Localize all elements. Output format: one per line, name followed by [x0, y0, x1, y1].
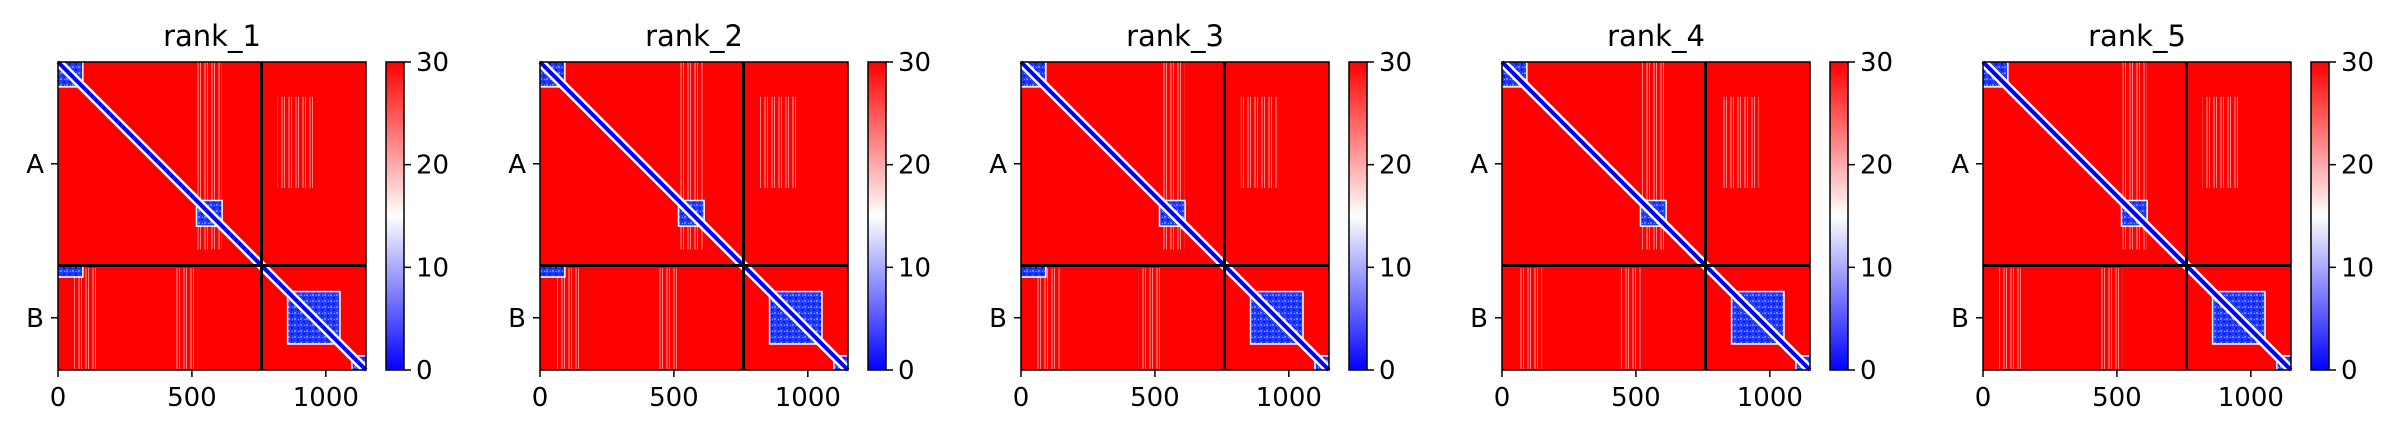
stripe-region: [2202, 96, 2241, 188]
stripe-region: [657, 268, 680, 370]
heatmap-striping: [556, 62, 798, 370]
y-tick-label: B: [1470, 304, 1488, 334]
y-tick-label: B: [508, 304, 526, 334]
stripe-region: [1721, 96, 1760, 188]
colorbar-tick-label: 10: [1379, 253, 1412, 283]
x-tick-label: 0: [532, 383, 549, 413]
stripe-region: [1518, 268, 1543, 370]
panel-title: rank_3: [1126, 19, 1224, 53]
colorbar-tick-label: 30: [416, 48, 449, 78]
axes-frame: [57, 61, 367, 371]
y-tick-label: A: [989, 150, 1007, 180]
low-error-block: [1021, 265, 1046, 277]
axes-frame: [1501, 61, 1811, 371]
panel-rank_2: rank_2 0 500 1000 A B 0 10 20 30: [508, 19, 931, 413]
stripe-region: [556, 268, 581, 370]
heatmap-striping: [1518, 62, 1760, 370]
colorbar-tick-label: 0: [1860, 356, 1877, 386]
panel-rank_4: rank_4 0 500 1000 A B 0 10 20 30: [1470, 19, 1893, 413]
y-tick-label: A: [508, 150, 526, 180]
colorbar-tick-label: 30: [1379, 48, 1412, 78]
y-tick-label: A: [26, 150, 44, 180]
x-tick-label: 500: [167, 383, 217, 413]
x-tick-label: 1000: [293, 383, 359, 413]
colorbar: [385, 61, 405, 371]
stripe-region: [277, 96, 316, 188]
diagonal-band: [1019, 60, 1331, 372]
x-tick-label: 500: [649, 383, 699, 413]
stripe-region: [1138, 268, 1161, 370]
panel-title: rank_4: [1607, 19, 1705, 53]
colorbar-tick-label: 10: [898, 253, 931, 283]
colorbar: [2310, 61, 2330, 371]
y-tick-label: B: [26, 304, 44, 334]
colorbar-tick-label: 0: [898, 356, 915, 386]
colorbar-tick-label: 20: [416, 151, 449, 181]
colorbar-tick-label: 20: [2341, 151, 2374, 181]
x-tick-label: 0: [1494, 383, 1511, 413]
colorbar-tick-label: 0: [2341, 356, 2358, 386]
x-tick-label: 500: [1611, 383, 1661, 413]
stripe-region: [1619, 268, 1642, 370]
diagonal-band: [1500, 60, 1812, 372]
x-tick-label: 1000: [775, 383, 841, 413]
x-tick-label: 1000: [2218, 383, 2284, 413]
stripe-region: [175, 268, 198, 370]
colorbar-tick-label: 20: [898, 151, 931, 181]
stripe-region: [1999, 268, 2024, 370]
x-tick-label: 0: [1975, 383, 1992, 413]
stripe-region: [74, 268, 99, 370]
axes-frame: [1982, 61, 2292, 371]
colorbar: [1829, 61, 1849, 371]
diagonal-band: [538, 60, 850, 372]
axes-frame: [539, 61, 849, 371]
heatmap-striping: [74, 62, 316, 370]
colorbar-tick-label: 10: [416, 253, 449, 283]
colorbar-tick-label: 10: [1860, 253, 1893, 283]
x-tick-label: 1000: [1256, 383, 1322, 413]
panel-title: rank_2: [645, 19, 743, 53]
colorbar-tick-label: 30: [898, 48, 931, 78]
colorbar-tick-label: 20: [1860, 151, 1893, 181]
colorbar: [867, 61, 887, 371]
colorbar-tick-label: 0: [1379, 356, 1396, 386]
x-tick-label: 0: [50, 383, 67, 413]
colorbar-tick-label: 30: [2341, 48, 2374, 78]
panel-rank_1: rank_1 0 500 1000 A B 0 10 20 30: [26, 19, 449, 413]
x-tick-label: 500: [2092, 383, 2142, 413]
x-tick-label: 1000: [1737, 383, 1803, 413]
panel-title: rank_1: [163, 19, 261, 53]
y-tick-label: A: [1470, 150, 1488, 180]
x-tick-label: 0: [1013, 383, 1030, 413]
colorbar: [1348, 61, 1368, 371]
low-error-block: [540, 265, 565, 277]
heatmap-striping: [1037, 62, 1279, 370]
diagonal-band: [1981, 60, 2293, 372]
y-tick-label: B: [1951, 304, 1969, 334]
y-tick-label: B: [989, 304, 1007, 334]
stripe-region: [2100, 268, 2123, 370]
colorbar-tick-label: 30: [1860, 48, 1893, 78]
y-tick-label: A: [1951, 150, 1969, 180]
colorbar-tick-label: 20: [1379, 151, 1412, 181]
axes-frame: [1020, 61, 1330, 371]
colorbar-tick-label: 10: [2341, 253, 2374, 283]
low-error-block: [58, 265, 83, 277]
stripe-region: [1240, 96, 1279, 188]
colorbar-tick-label: 0: [416, 356, 433, 386]
x-tick-label: 500: [1130, 383, 1180, 413]
stripe-region: [1037, 268, 1062, 370]
panel-rank_5: rank_5 0 500 1000 A B 0 10 20 30: [1951, 19, 2374, 413]
diagonal-band: [56, 60, 368, 372]
panel-rank_3: rank_3 0 500 1000 A B 0 10 20 30: [989, 19, 1412, 413]
stripe-region: [759, 96, 798, 188]
panel-title: rank_5: [2088, 19, 2186, 53]
